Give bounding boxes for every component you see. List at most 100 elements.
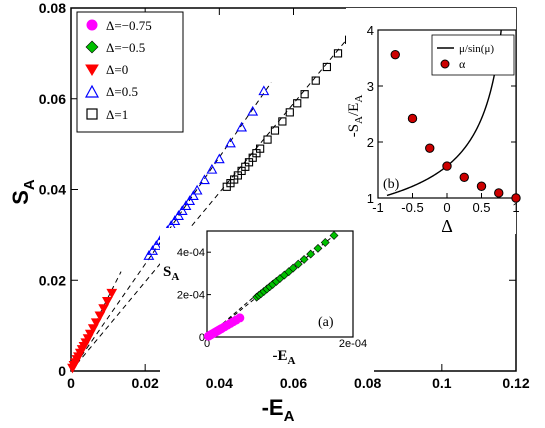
data-point-triangle-up bbox=[258, 85, 270, 96]
x-tick-label: 0.08 bbox=[354, 375, 381, 391]
data-point-diamond bbox=[293, 259, 303, 269]
data-point-square bbox=[256, 144, 265, 153]
x-tick-label: 0.04 bbox=[206, 375, 233, 391]
inset-b-data-point bbox=[459, 172, 469, 182]
data-point-triangle-down bbox=[90, 318, 102, 328]
data-point-triangle-up bbox=[176, 205, 188, 215]
inset-b-data-point bbox=[407, 113, 418, 124]
data-point-triangle-up bbox=[147, 245, 159, 255]
data-point-triangle-down bbox=[98, 304, 109, 314]
inset-a-y-tick-label: 0 bbox=[199, 332, 205, 344]
inset-b-legend-box bbox=[431, 34, 515, 76]
legend-marker-circle bbox=[86, 19, 98, 31]
inset-a-y-tick-label: 2e-04 bbox=[177, 290, 205, 302]
x-tick-label: 0.12 bbox=[502, 375, 529, 391]
inset-a-y-axis-label: SA bbox=[163, 264, 179, 283]
inset-a-y-tick-label: 4e-04 bbox=[177, 247, 205, 259]
data-point-square bbox=[300, 90, 309, 99]
legend-marker-diamond bbox=[85, 40, 99, 54]
inset-a-x-tick-label: 0 bbox=[204, 338, 210, 350]
data-point-triangle-up bbox=[213, 153, 225, 164]
inset-a-ticks: 0 2e-04 0 2e-04 4e-04 bbox=[177, 247, 367, 350]
data-point-triangle-down bbox=[106, 288, 118, 299]
inset-b-y-tick-label: 2 bbox=[367, 135, 374, 150]
data-point-square bbox=[278, 117, 287, 126]
legend-marker-triangle-up bbox=[84, 84, 100, 98]
data-point-triangle-up bbox=[169, 215, 181, 225]
inset-b-x-tick-label: -0.5 bbox=[401, 200, 423, 215]
data-point-diamond bbox=[299, 254, 309, 264]
data-point-square bbox=[263, 135, 272, 144]
legend-item-delta-1: Δ=1 bbox=[86, 107, 128, 122]
inset-b-data-point bbox=[494, 188, 504, 198]
y-tick-label: 0.08 bbox=[39, 0, 66, 16]
legend-label: Δ=1 bbox=[106, 107, 128, 122]
data-point-triangle-up bbox=[180, 200, 192, 210]
data-point-diamond bbox=[329, 231, 339, 240]
legend-item-delta-m05: Δ=−0.5 bbox=[85, 40, 145, 55]
legend-item-delta-0: Δ=0 bbox=[85, 62, 128, 77]
data-point-square bbox=[333, 49, 343, 58]
data-point-circle bbox=[235, 313, 245, 323]
inset-b-x-tick-label: 1 bbox=[512, 200, 519, 215]
data-point-triangle-up bbox=[199, 174, 210, 185]
legend-curve-label: μ/sin(μ) bbox=[459, 43, 494, 55]
inset-b-y-tick-label: 1 bbox=[367, 191, 374, 206]
legend-points-label: α bbox=[459, 57, 466, 71]
inset-a-x-axis-label: -EA bbox=[273, 348, 296, 367]
legend-item-delta-05: Δ=0.5 bbox=[84, 84, 138, 99]
legend-item-delta-m075: Δ=−0.75 bbox=[86, 18, 152, 33]
data-point-triangle-down bbox=[87, 324, 99, 334]
inset-b-data-point bbox=[476, 181, 487, 191]
data-point-diamond bbox=[288, 263, 298, 273]
legend-marker-triangle-down bbox=[85, 64, 99, 76]
inset-a-frame bbox=[206, 230, 354, 338]
inset-a-background bbox=[160, 228, 374, 374]
y-tick-label: 0.06 bbox=[39, 91, 66, 107]
inset-b-points bbox=[390, 49, 521, 203]
data-point-square bbox=[285, 108, 294, 117]
data-point-square bbox=[293, 99, 302, 108]
legend-label: Δ=0.5 bbox=[106, 84, 138, 99]
inset-b-y-tick-label: 4 bbox=[367, 23, 374, 38]
inset-a-x-tick-label: 2e-04 bbox=[339, 338, 367, 350]
main-x-axis-label: -EA bbox=[262, 395, 295, 425]
inset-b-y-tick-label: 3 bbox=[367, 79, 374, 94]
inset-a-points bbox=[203, 231, 339, 341]
inset-b-x-axis-label: Δ bbox=[441, 216, 453, 236]
inset-a: 0 2e-04 0 2e-04 4e-04 (a) -EA SA bbox=[160, 228, 374, 374]
data-point-triangle-up bbox=[191, 184, 203, 195]
data-point-square bbox=[311, 76, 320, 85]
data-point-triangle-up bbox=[236, 121, 248, 132]
main-y-axis-label: SA bbox=[8, 179, 38, 205]
inset-b-x-tick-label: 0.5 bbox=[472, 200, 490, 215]
inset-b-legend: μ/sin(μ) α bbox=[431, 34, 515, 76]
data-point-triangle-up bbox=[247, 105, 259, 116]
data-point-square bbox=[322, 62, 331, 72]
inset-b-x-tick-label: 0 bbox=[443, 200, 450, 215]
legend-label: Δ=−0.5 bbox=[106, 40, 145, 55]
inset-b-ticks: -1 -0.5 0 0.5 1 1 2 3 4 bbox=[367, 23, 520, 215]
main-plot: 0 0.02 0.04 0.06 0.08 0.1 0.12 0 0.02 0.04 0.06 0.0… bbox=[8, 0, 530, 425]
data-point-triangle-up bbox=[187, 190, 199, 201]
inset-b-x-tick-label: -1 bbox=[372, 200, 384, 215]
inset-b-data-point bbox=[390, 49, 400, 60]
data-point-diamond bbox=[313, 243, 323, 253]
inset-b-data-point bbox=[442, 161, 452, 171]
inset-b: -1 -0.5 0 0.5 1 1 2 3 4 (b) Δ -SA/EA μ/sin(μ) α bbox=[346, 8, 521, 236]
main-legend-box bbox=[76, 11, 184, 133]
x-tick-label: 0 bbox=[67, 375, 75, 391]
inset-b-annotation: (b) bbox=[383, 177, 400, 192]
data-point-diamond bbox=[320, 238, 330, 247]
x-tick-label: 0.1 bbox=[432, 375, 452, 391]
inset-a-annotation: (a) bbox=[318, 315, 334, 330]
main-ticks: 0 0.02 0.04 0.06 0.08 0.1 0.12 0 0.02 0.04 0.06 0.0… bbox=[39, 0, 530, 391]
data-point-triangle-up bbox=[143, 250, 155, 260]
data-point-triangle-up bbox=[184, 195, 196, 205]
inset-b-data-point bbox=[511, 193, 521, 203]
data-point-triangle-up bbox=[173, 210, 184, 220]
data-point-triangle-up bbox=[206, 163, 218, 174]
x-tick-label: 0.06 bbox=[280, 375, 307, 391]
legend-label: Δ=0 bbox=[106, 62, 128, 77]
